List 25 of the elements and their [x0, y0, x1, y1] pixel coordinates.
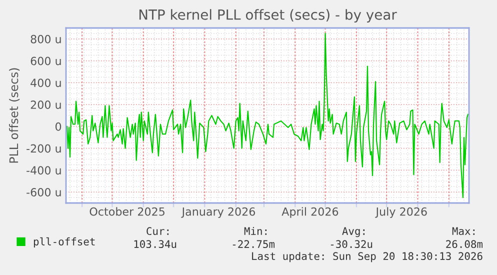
y-tick-label: 400 u	[30, 78, 61, 88]
text: -30.32u	[330, 240, 372, 248]
legend-label: pll-offset	[34, 237, 95, 248]
text: Last update: Sun Sep 20 18:30:13 2026	[252, 252, 482, 262]
line-series	[66, 32, 469, 198]
x-tick-label: July 2026	[375, 207, 427, 218]
x-tick-label: April 2026	[282, 207, 338, 218]
y-axis-title: PLL offset (secs)	[9, 68, 20, 163]
text: Cur:	[146, 227, 169, 236]
y-tick-label: -400 u	[26, 166, 61, 175]
x-tick-label: October 2025	[90, 207, 164, 216]
y-tick-label: 800 u	[30, 34, 61, 44]
chart-title: NTP kernel PLL offset (secs) - by year	[139, 9, 397, 23]
text: 103.34u	[134, 240, 176, 248]
y-tick-label: -600 u	[26, 188, 61, 196]
text: Avg:	[342, 227, 365, 238]
text: -22.75m	[232, 240, 275, 248]
y-tick-label: 0	[55, 122, 62, 131]
y-tick-label: -200 u	[26, 144, 61, 153]
text: Max:	[452, 227, 475, 236]
y-tick-label: 600 u	[30, 56, 61, 66]
x-tick-label: January 2026	[181, 207, 256, 218]
text: Min:	[244, 226, 267, 235]
y-tick-label: 200 u	[30, 100, 61, 109]
text: 26.08m	[446, 240, 483, 248]
